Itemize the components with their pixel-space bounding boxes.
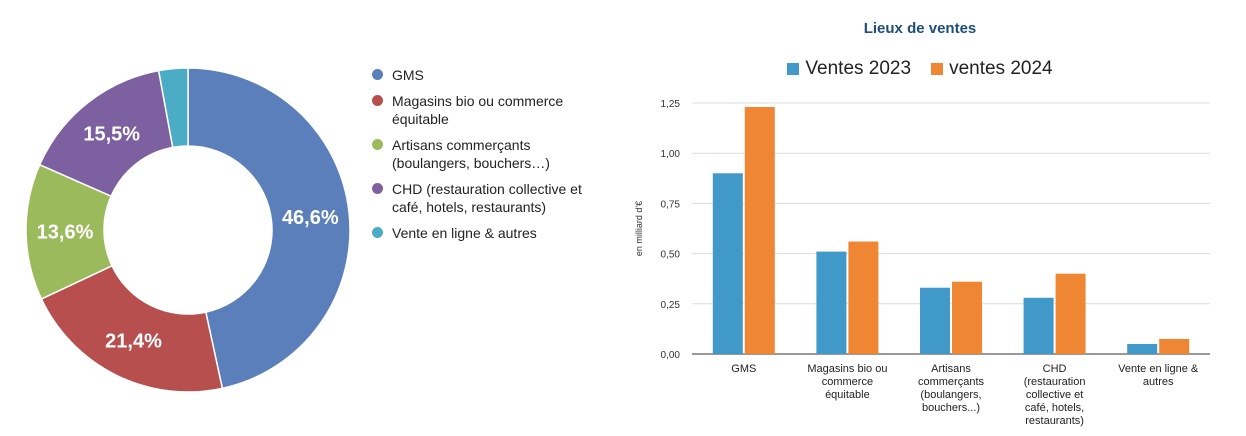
x-tick-label: Magasins bio ou commerce équitable (807, 363, 887, 401)
bar-2023 (816, 251, 847, 354)
donut-value-label: 13,6% (37, 222, 94, 244)
bar-legend: Ventes 2023 ventes 2024 (620, 58, 1220, 80)
y-tick-label: 0,75 (661, 199, 681, 210)
x-tick-label: Vente en ligne & autres (1118, 363, 1199, 388)
y-tick-label: 0,25 (661, 300, 681, 311)
bar-2024 (1055, 273, 1086, 354)
bar-2024 (744, 107, 775, 355)
donut-legend: GMS Magasins bio ou commerce équitable A… (370, 66, 600, 250)
bar-2023 (1023, 297, 1054, 354)
y-tick-label: 0,50 (661, 250, 681, 261)
donut-slice (187, 67, 351, 390)
y-axis-label: en milliard d'€ (634, 201, 644, 256)
legend-item-chd: CHD (restauration collective et café, ho… (370, 180, 600, 216)
bar-legend-label: Ventes 2023 (805, 58, 912, 79)
bar-chart: 0,00 0,25 0,50 0,75 1,00 1,25 en milliard d'€ G… (634, 99, 1210, 427)
bar-2024 (1159, 338, 1190, 354)
legend-dot-icon (372, 139, 383, 150)
bar-2024 (952, 281, 982, 354)
bar-2023 (712, 173, 743, 354)
legend-label: CHD (restauration collective et café, ho… (392, 181, 582, 215)
donut-value-label: 15,5% (83, 124, 140, 146)
y-tick-label: 0,00 (661, 350, 681, 361)
donut-value-label: 21,4% (105, 330, 162, 352)
legend-label: GMS (392, 67, 424, 83)
legend-label: Magasins bio ou commerce équitable (392, 93, 564, 127)
legend-item-vente-en-ligne: Vente en ligne & autres (370, 224, 600, 242)
legend-item-magasins-bio: Magasins bio ou commerce équitable (370, 92, 600, 128)
legend-label: Artisans commerçants (boulangers, bouche… (392, 137, 550, 171)
x-tick-label: Artisans commerçants (boulangers, bouchers.… (918, 363, 985, 414)
bar-2023 (920, 287, 950, 354)
bar-chart-title: Lieux de ventes (863, 20, 977, 37)
legend-item-artisans: Artisans commerçants (boulangers, bouche… (370, 136, 600, 172)
legend-dot-icon (372, 95, 383, 106)
bar-legend-item-2024: ventes 2024 (931, 58, 1053, 80)
legend-dot-icon (372, 69, 383, 80)
bar-legend-label: ventes 2024 (949, 58, 1053, 79)
legend-label: Vente en ligne & autres (392, 225, 537, 241)
donut-slice (157, 67, 189, 149)
legend-dot-icon (372, 183, 383, 194)
donut-slice (40, 264, 224, 393)
legend-square-icon (931, 63, 944, 75)
bar-legend-item-2023: Ventes 2023 (787, 58, 911, 80)
legend-dot-icon (372, 227, 383, 238)
x-tick-label: CHD (restauration collective et café, hotel… (1024, 363, 1086, 427)
y-tick-label: 1,00 (661, 149, 681, 160)
y-tick-label: 1,25 (661, 99, 681, 110)
donut-value-label: 46,6% (282, 207, 339, 229)
x-tick-label: GMS (731, 363, 756, 375)
bar-2024 (848, 241, 879, 354)
legend-square-icon (787, 63, 800, 75)
bar-2023 (1127, 343, 1158, 354)
donut-chart: 46,6% 21,4% 13,6% 15,5% (25, 67, 351, 393)
legend-item-gms: GMS (370, 66, 600, 84)
